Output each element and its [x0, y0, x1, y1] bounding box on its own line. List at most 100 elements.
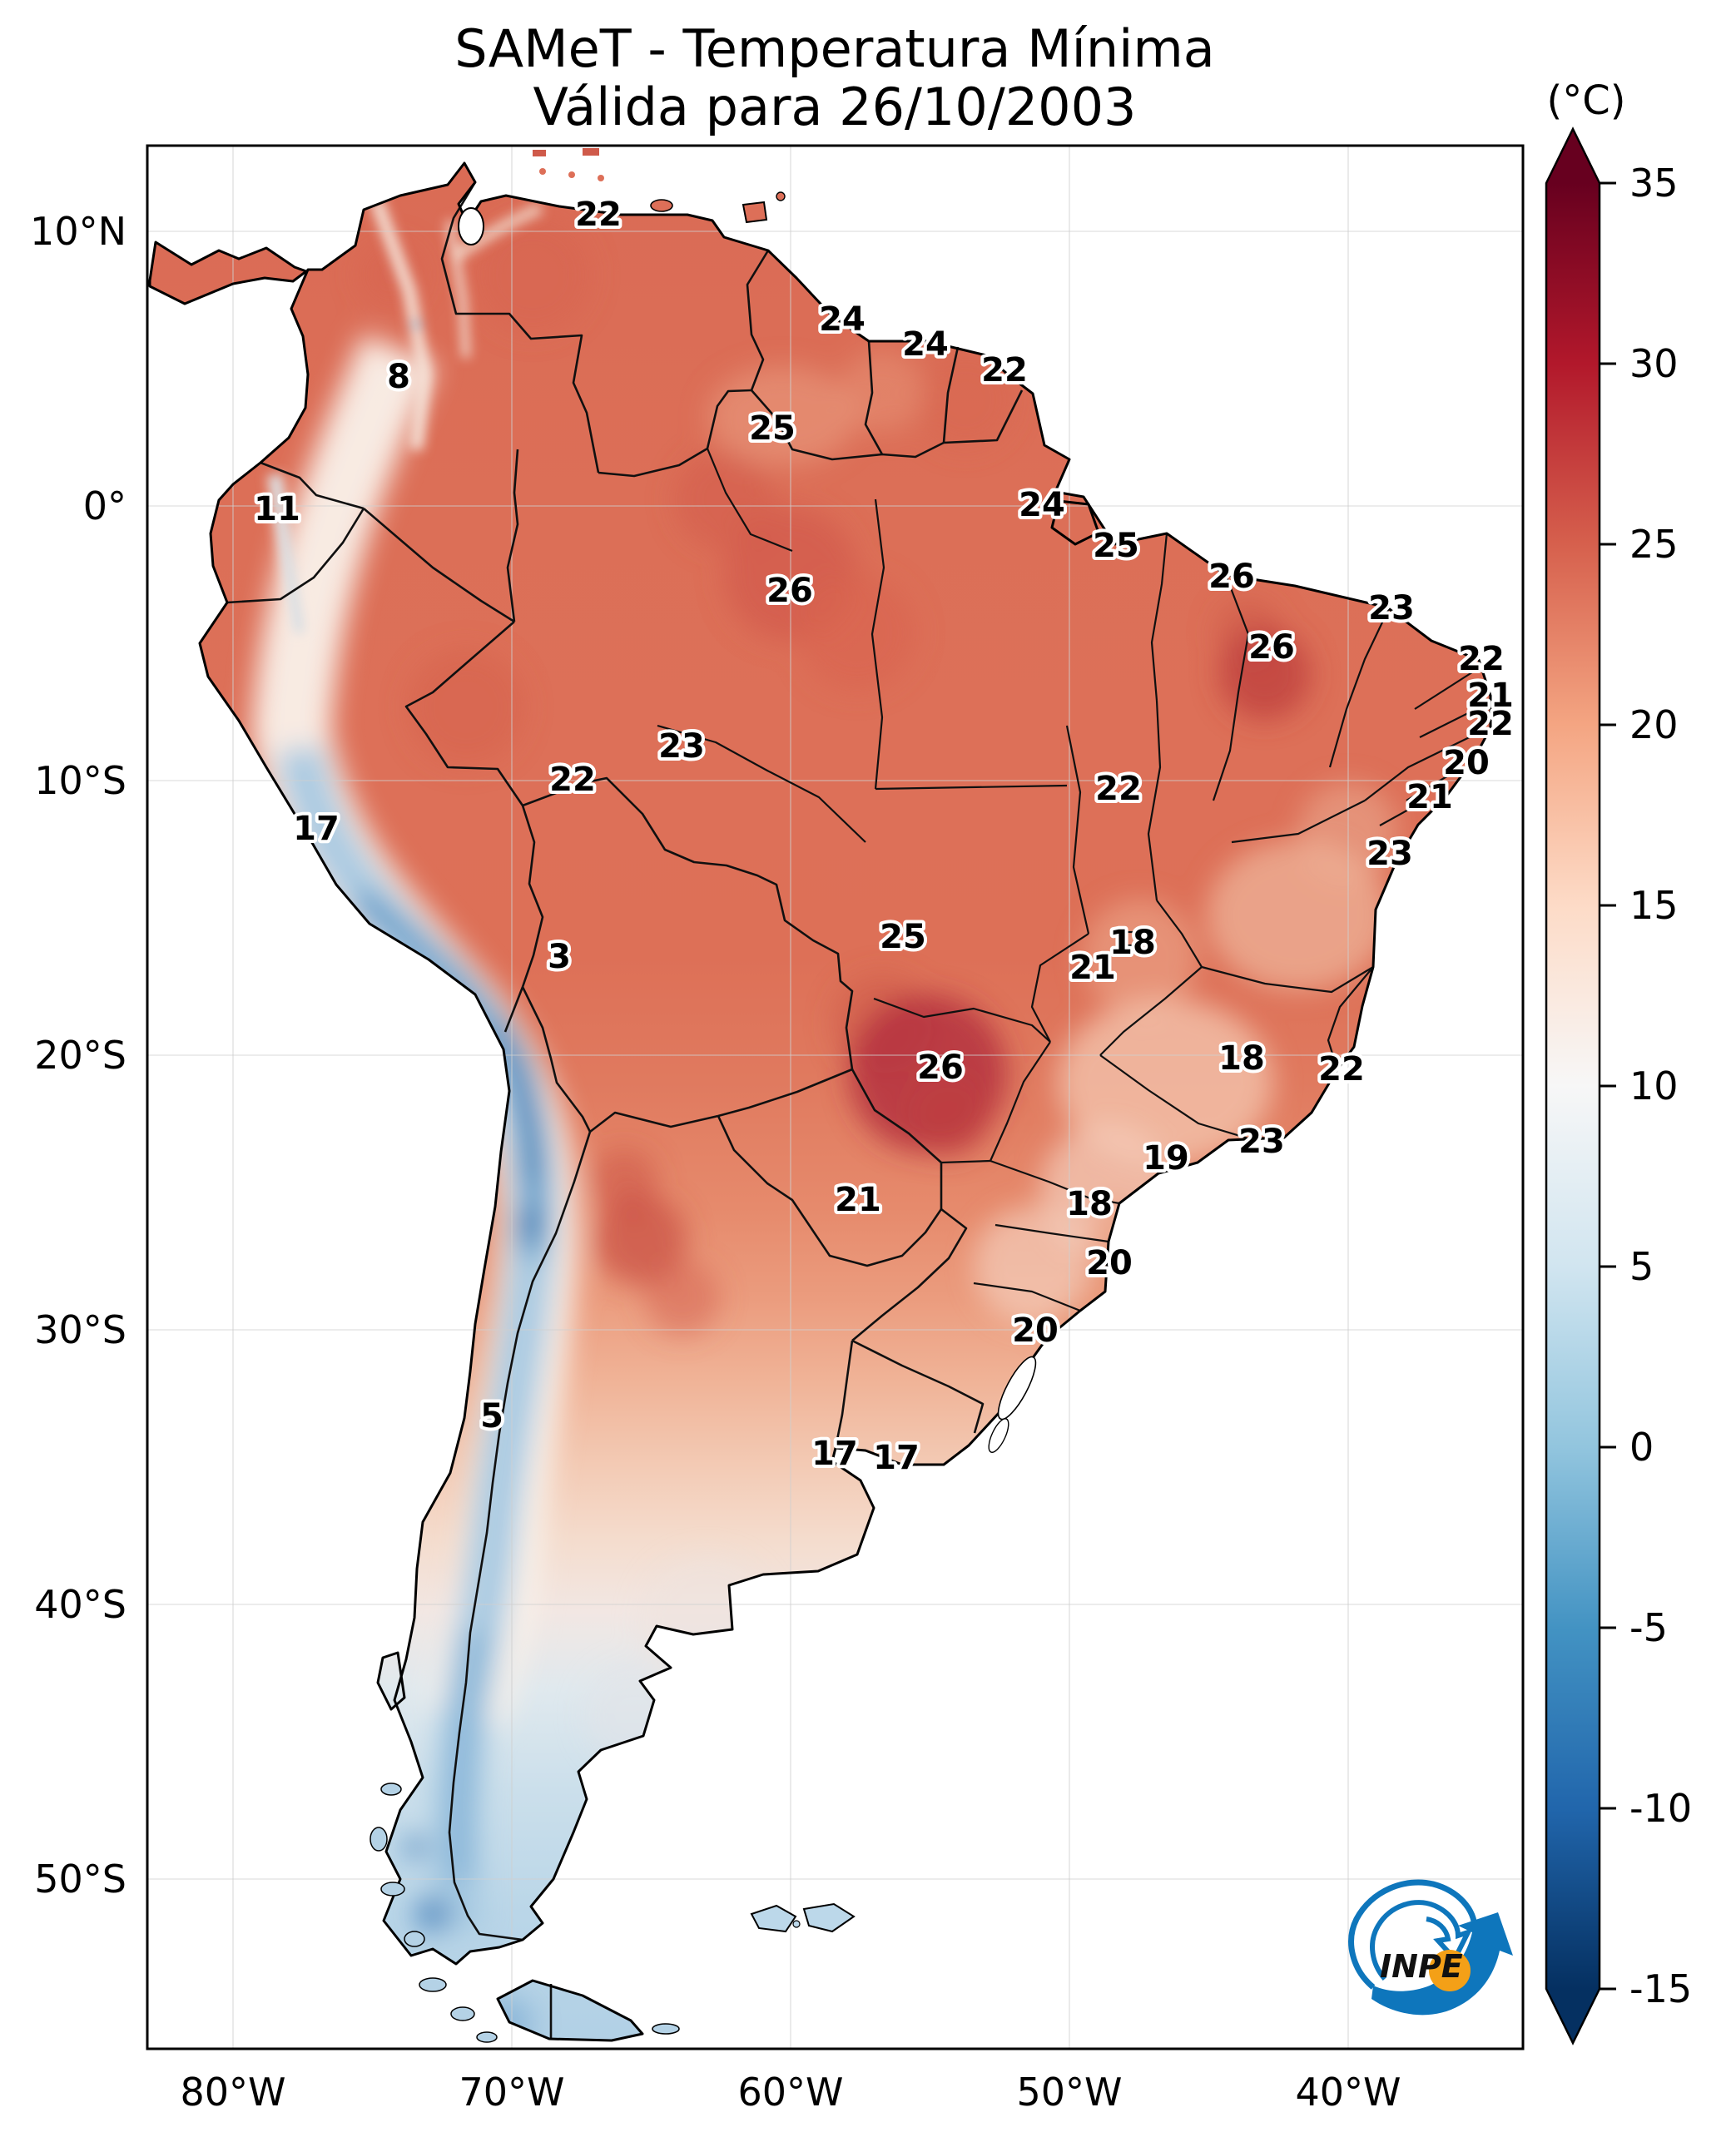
temp-label: 22	[575, 196, 622, 234]
colorbar-tick-label: 5	[1629, 1244, 1654, 1289]
temp-label: 11	[254, 490, 300, 528]
temp-label: 8	[387, 358, 410, 396]
colorbar-tick-label: 25	[1629, 522, 1679, 567]
temp-label: 17	[293, 810, 340, 848]
temp-label: 22	[549, 761, 596, 799]
colorbar-tick-label: 20	[1629, 702, 1679, 747]
temp-label: 23	[658, 727, 705, 766]
temp-label: 24	[1019, 486, 1065, 524]
temp-label: 20	[1012, 1312, 1059, 1350]
temp-label: 25	[1093, 527, 1139, 565]
colorbar-tick-label: 10	[1629, 1064, 1679, 1108]
lat-tick-label: 10°S	[34, 758, 126, 803]
lat-tick-label: 0°	[83, 483, 126, 528]
lat-tick-label: 10°N	[30, 209, 126, 254]
fjord-islet	[476, 2031, 498, 2043]
island-margarita	[650, 199, 673, 212]
lon-tick-label: 80°W	[180, 2070, 285, 2115]
islands	[370, 148, 856, 2043]
logo-swirl-arrow-down	[1370, 1900, 1473, 1981]
fjord-islet	[370, 1827, 388, 1852]
fjord-islet	[419, 1977, 447, 1992]
temp-label: 22	[1095, 770, 1142, 808]
colorbar-tick-label: 0	[1629, 1425, 1654, 1470]
temp-label: 18	[1218, 1039, 1265, 1078]
fjord-islet	[380, 1783, 402, 1796]
temp-label: 18	[1109, 924, 1156, 962]
temp-label: 23	[1238, 1123, 1285, 1161]
island-dot	[792, 1920, 801, 1928]
lagoa-dos-patos	[997, 1356, 1037, 1421]
temp-label: 26	[917, 1049, 964, 1087]
colorbar-tick-label: 35	[1629, 161, 1679, 206]
temp-label: 21	[1467, 677, 1514, 715]
colorbar-tick-label: -15	[1629, 1966, 1692, 2011]
lat-tick-label: 30°S	[34, 1307, 126, 1352]
logo-swirl-outer	[1348, 1879, 1478, 1990]
cb-ticks	[1600, 181, 1616, 1991]
lon-tick-label: 50°W	[1016, 2070, 1122, 2115]
temp-label: 18	[1066, 1185, 1113, 1223]
colorbar-tick-label: -10	[1629, 1786, 1692, 1831]
colorbar-tick-label: -5	[1629, 1605, 1668, 1650]
fjord-islet	[380, 1882, 405, 1897]
logo-arrow-up	[1371, 1912, 1513, 2016]
temp-label: 17	[873, 1439, 920, 1477]
temp-label: 21	[1069, 949, 1116, 987]
temp-label: 26	[766, 572, 813, 610]
lake-maracaibo	[458, 207, 484, 245]
colorbar-unit: (°C)	[1547, 77, 1626, 124]
island-dot	[539, 168, 546, 175]
cb-labels: 35 30 25 20 15 10 5 0 -5 -10 -15	[1629, 161, 1692, 2011]
temp-label: 26	[1248, 628, 1295, 667]
temp-label: 5	[480, 1397, 503, 1435]
temp-label: 22	[1467, 705, 1514, 743]
temp-label: 20	[1443, 744, 1490, 782]
temp-label: 23	[1368, 589, 1415, 627]
country-borders	[226, 181, 1024, 2039]
lagoa-mirim	[988, 1418, 1009, 1453]
island-speck	[583, 148, 599, 156]
island-dot	[598, 175, 604, 181]
temp-label: 25	[749, 409, 796, 448]
temp-label: 3	[548, 938, 571, 976]
island-falkland-east	[802, 1902, 856, 1933]
colorbar-tick-label: 15	[1629, 883, 1679, 928]
island-speck	[533, 150, 546, 156]
logo-orange-dot	[1429, 1950, 1471, 1991]
temp-label: 20	[1086, 1244, 1133, 1282]
colorbar: 35 30 25 20 15 10 5 0 -5 -10 -15 (°C)	[1545, 77, 1692, 2045]
temp-label: 24	[902, 325, 949, 364]
island-trinidad	[742, 201, 768, 224]
lon-tick-label: 40°W	[1295, 2070, 1401, 2115]
temp-label: 17	[811, 1435, 858, 1473]
lat-labels: 10°N 0° 10°S 20°S 30°S 40°S 50°S	[30, 209, 126, 1902]
temp-label: 21	[835, 1181, 881, 1219]
temp-label: 23	[1366, 835, 1413, 873]
state-borders	[657, 448, 1487, 1312]
island-tobago	[776, 191, 786, 201]
colorbar-tick-label: 30	[1629, 341, 1679, 386]
temp-label: 22	[981, 351, 1028, 389]
lat-tick-label: 50°S	[34, 1857, 126, 1902]
lon-tick-label: 70°W	[459, 2070, 564, 2115]
map-frame	[146, 144, 1525, 2050]
figure-title-line1: SAMeT - Temperatura Mínima	[454, 18, 1215, 79]
colorbar-bar	[1545, 126, 1601, 2045]
figure-title-line2: Válida para 26/10/2003	[533, 77, 1137, 137]
lat-tick-label: 40°S	[34, 1582, 126, 1627]
temp-label: 19	[1143, 1139, 1189, 1178]
temp-label: 26	[1208, 558, 1255, 596]
lon-labels: 80°W 70°W 60°W 50°W 40°W	[180, 2070, 1401, 2115]
lon-tick-label: 60°W	[737, 2070, 843, 2115]
isla-de-los-estados	[652, 2023, 680, 2035]
inpe-logo: INPE	[1348, 1879, 1513, 2016]
temp-label: 24	[819, 300, 866, 339]
temp-label: 25	[880, 918, 926, 956]
temp-label: 22	[1458, 640, 1505, 678]
coastline	[148, 161, 1492, 2042]
logo-wordmark: INPE	[1380, 1948, 1463, 1985]
